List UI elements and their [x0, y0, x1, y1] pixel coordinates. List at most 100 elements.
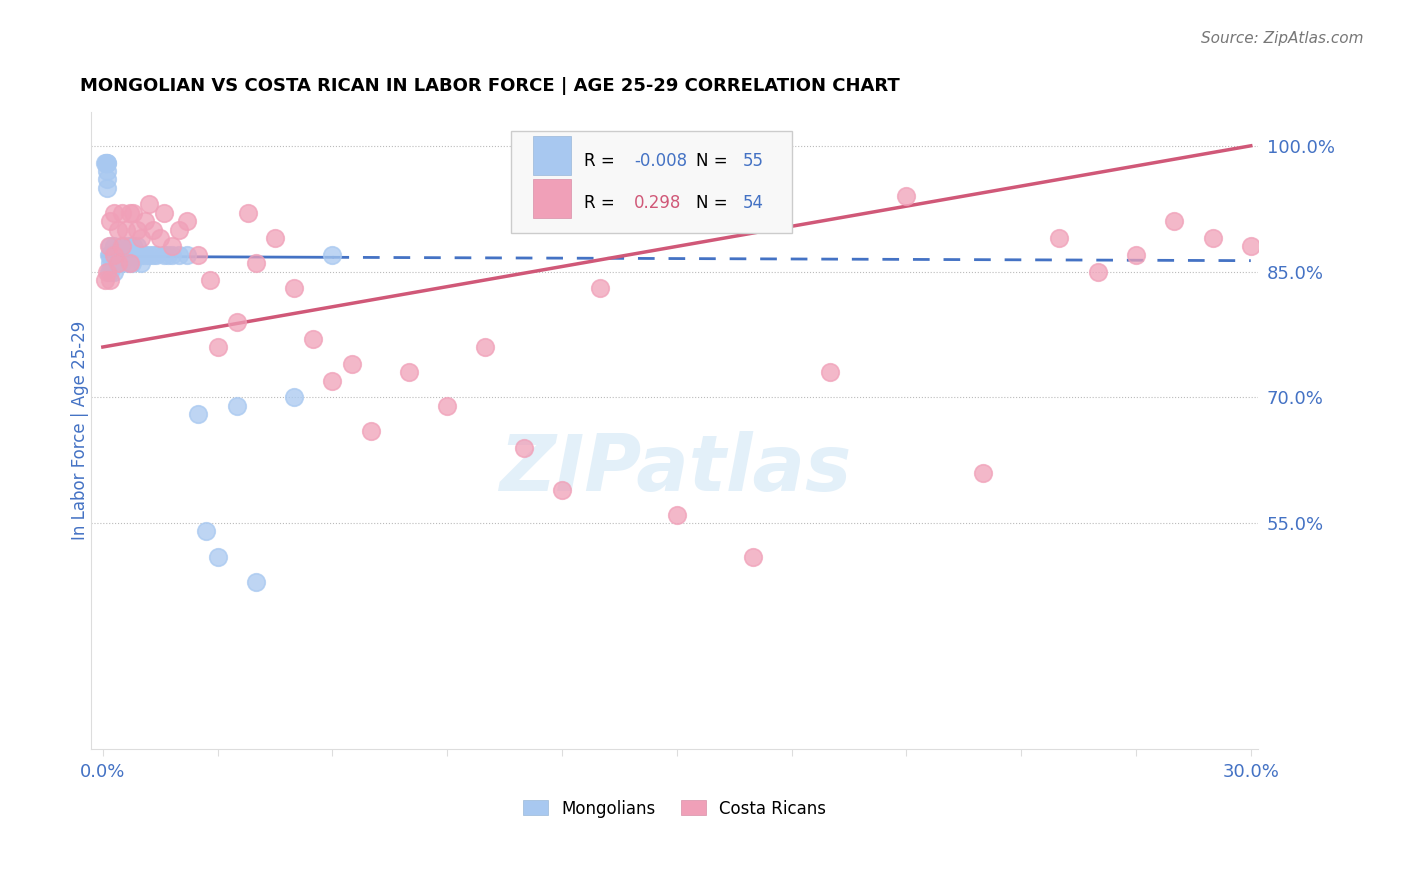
Point: [153, 248, 176, 262]
Text: R =: R =: [583, 152, 620, 170]
Text: N =: N =: [696, 194, 733, 211]
Point: [302, 332, 325, 346]
Point: [122, 206, 145, 220]
Point: [118, 248, 141, 262]
Point: [818, 365, 841, 379]
Point: [398, 365, 420, 379]
Point: [103, 248, 125, 262]
Point: [134, 214, 156, 228]
FancyBboxPatch shape: [533, 136, 571, 176]
Point: [142, 248, 165, 262]
Point: [176, 214, 198, 228]
Point: [436, 399, 458, 413]
Text: 54: 54: [742, 194, 763, 211]
Point: [129, 248, 152, 262]
Point: [127, 248, 149, 262]
Point: [100, 248, 122, 262]
Point: [118, 206, 141, 220]
Point: [160, 239, 183, 253]
Point: [97, 264, 120, 278]
Point: [207, 549, 229, 564]
Point: [225, 315, 247, 329]
Point: [117, 256, 139, 270]
Text: N =: N =: [696, 152, 733, 170]
Point: [283, 390, 305, 404]
Point: [100, 256, 122, 270]
Point: [1125, 248, 1147, 262]
Point: [340, 357, 363, 371]
Point: [665, 508, 688, 522]
Point: [145, 248, 167, 262]
Point: [169, 248, 191, 262]
Point: [100, 239, 122, 253]
Point: [103, 264, 125, 278]
Point: [94, 155, 117, 169]
Point: [111, 256, 134, 270]
Point: [972, 466, 994, 480]
Point: [114, 248, 136, 262]
Point: [176, 248, 198, 262]
Point: [107, 222, 129, 236]
Point: [169, 222, 191, 236]
Point: [142, 222, 165, 236]
Point: [107, 248, 129, 262]
Point: [111, 239, 134, 253]
Point: [93, 155, 115, 169]
Legend: Mongolians, Costa Ricans: Mongolians, Costa Ricans: [523, 799, 827, 817]
Point: [360, 424, 382, 438]
Point: [127, 222, 149, 236]
Point: [108, 248, 131, 262]
Point: [101, 256, 124, 270]
Point: [97, 239, 120, 253]
Point: [122, 248, 145, 262]
Point: [742, 549, 765, 564]
Point: [127, 239, 149, 253]
Point: [207, 340, 229, 354]
Text: -0.008: -0.008: [634, 152, 688, 170]
Point: [138, 248, 160, 262]
Point: [96, 164, 118, 178]
Point: [111, 248, 134, 262]
Y-axis label: In Labor Force | Age 25-29: In Labor Force | Age 25-29: [72, 321, 89, 541]
Point: [96, 155, 118, 169]
Point: [187, 248, 209, 262]
Point: [153, 206, 176, 220]
Point: [195, 524, 218, 539]
Text: 55: 55: [742, 152, 763, 170]
Point: [122, 239, 145, 253]
Point: [100, 264, 122, 278]
Point: [245, 574, 267, 589]
Point: [103, 248, 125, 262]
Point: [1240, 239, 1263, 253]
Point: [138, 197, 160, 211]
Point: [245, 256, 267, 270]
Point: [1087, 264, 1109, 278]
Point: [129, 256, 152, 270]
Point: [112, 248, 135, 262]
Point: [321, 248, 343, 262]
Text: MONGOLIAN VS COSTA RICAN IN LABOR FORCE | AGE 25-29 CORRELATION CHART: MONGOLIAN VS COSTA RICAN IN LABOR FORCE …: [80, 78, 900, 95]
Point: [156, 248, 179, 262]
Point: [103, 206, 125, 220]
Point: [129, 231, 152, 245]
Point: [100, 214, 122, 228]
Point: [1049, 231, 1071, 245]
Point: [107, 256, 129, 270]
Point: [321, 374, 343, 388]
Text: R =: R =: [583, 194, 620, 211]
Point: [105, 248, 128, 262]
Point: [1201, 231, 1223, 245]
Text: 0.298: 0.298: [634, 194, 682, 211]
Point: [93, 273, 115, 287]
Point: [114, 239, 136, 253]
Point: [160, 248, 183, 262]
Point: [111, 239, 134, 253]
Point: [100, 273, 122, 287]
Point: [107, 256, 129, 270]
Point: [100, 248, 122, 262]
Point: [118, 239, 141, 253]
FancyBboxPatch shape: [533, 179, 571, 218]
Point: [513, 441, 536, 455]
Point: [225, 399, 247, 413]
Point: [96, 180, 118, 194]
